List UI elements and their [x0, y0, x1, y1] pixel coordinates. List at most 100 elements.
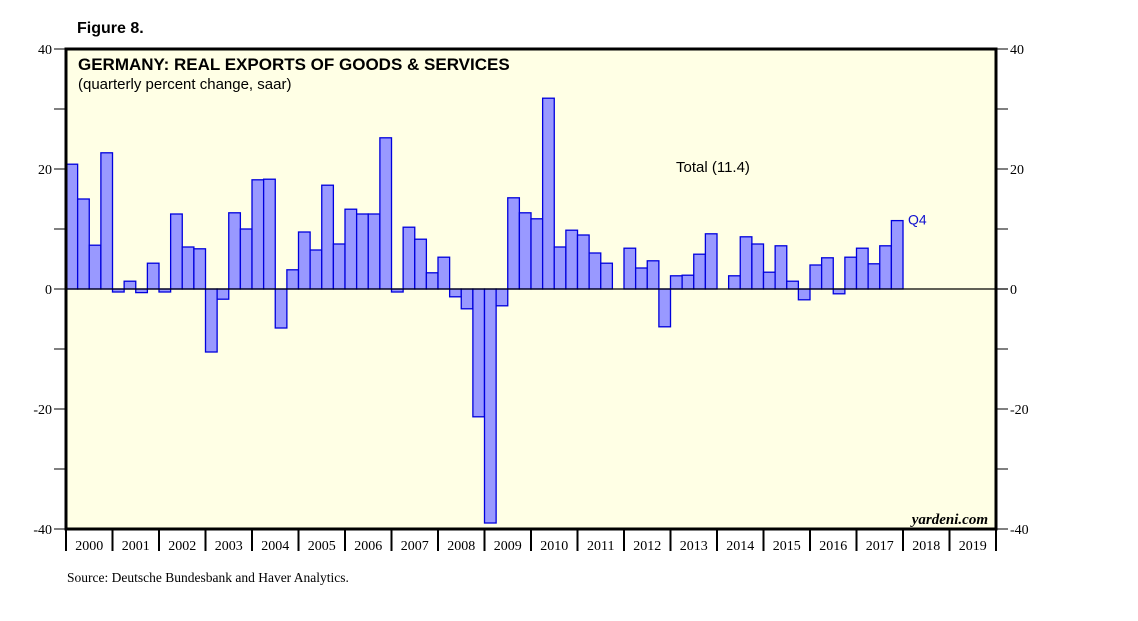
bar [844, 256, 858, 290]
bar [507, 197, 521, 290]
figure-label: Figure 8. [77, 20, 144, 37]
x-year-label: 2013 [680, 539, 708, 554]
bar [181, 246, 195, 290]
bar [820, 257, 834, 290]
bar [565, 229, 579, 290]
bar [204, 288, 218, 353]
bar [867, 263, 881, 290]
bar [414, 238, 428, 290]
bar [169, 213, 183, 290]
bar [739, 236, 753, 290]
chart-title: GERMANY: REAL EXPORTS OF GOODS & SERVICE… [78, 55, 510, 74]
y-tick-label-right: 40 [1010, 43, 1024, 58]
bar [797, 288, 811, 301]
x-year-label: 2004 [261, 539, 289, 554]
bar [774, 245, 788, 290]
x-year-label: 2008 [447, 539, 475, 554]
bar [553, 246, 567, 290]
bar [588, 252, 602, 290]
x-year-label: 2016 [819, 539, 847, 554]
bar [530, 218, 544, 290]
bar [669, 275, 683, 290]
bar [65, 163, 79, 290]
y-tick-label-left: 0 [45, 283, 52, 298]
bar [344, 208, 358, 290]
x-year-label: 2010 [540, 539, 568, 554]
bar [123, 280, 137, 290]
bar [727, 275, 741, 290]
bar [483, 288, 497, 524]
x-year-label: 2015 [773, 539, 801, 554]
bar [576, 234, 590, 290]
bar [460, 288, 474, 310]
bar [262, 178, 276, 290]
x-year-label: 2001 [122, 539, 150, 554]
bar [216, 288, 230, 300]
bar [251, 179, 265, 290]
y-tick-label-right: 20 [1010, 163, 1024, 178]
bar [855, 247, 869, 290]
y-tick-label-right: 0 [1010, 283, 1017, 298]
bar [228, 212, 242, 290]
x-year-label: 2012 [633, 539, 661, 554]
y-tick-label-left: 40 [38, 43, 52, 58]
x-year-label: 2014 [726, 539, 754, 554]
x-year-label: 2003 [215, 539, 243, 554]
x-year-label: 2005 [308, 539, 336, 554]
bar [495, 288, 509, 307]
y-tick-label-left: 20 [38, 163, 52, 178]
bar [600, 262, 614, 290]
bar [658, 288, 672, 328]
watermark-yardeni: yardeni.com [910, 512, 988, 528]
bar [367, 213, 381, 290]
bar [286, 269, 300, 290]
chart-subtitle: (quarterly percent change, saar) [78, 76, 291, 93]
x-year-label: 2007 [401, 539, 429, 554]
bar [88, 244, 102, 290]
bar [402, 226, 416, 290]
bar [646, 260, 660, 290]
last-quarter-label: Q4 [908, 212, 927, 228]
x-year-label: 2000 [75, 539, 103, 554]
bar [879, 245, 893, 290]
x-year-label: 2002 [168, 539, 196, 554]
bar [623, 247, 637, 290]
bar [634, 267, 648, 290]
bar [332, 243, 346, 290]
bar [297, 231, 311, 290]
bar [274, 288, 288, 329]
y-tick-label-right: -40 [1010, 523, 1029, 538]
bar [681, 274, 695, 290]
bar [832, 288, 846, 295]
x-year-label: 2011 [587, 539, 614, 554]
source-note: Source: Deutsche Bundesbank and Haver An… [67, 570, 349, 585]
bar [100, 152, 114, 290]
bar [518, 212, 532, 290]
y-tick-label-right: -20 [1010, 403, 1029, 418]
bar [762, 271, 776, 290]
bar [379, 137, 393, 290]
bar [890, 219, 904, 290]
x-year-label: 2018 [912, 539, 940, 554]
bar [541, 97, 555, 290]
bar [239, 228, 253, 290]
bar [809, 264, 823, 290]
bar [786, 280, 800, 290]
bar [193, 248, 207, 290]
y-tick-label-left: -40 [33, 523, 52, 538]
bar [309, 249, 323, 290]
x-year-label: 2009 [494, 539, 522, 554]
bar [437, 256, 451, 290]
x-year-label: 2017 [866, 539, 894, 554]
series-total-label: Total (11.4) [676, 159, 750, 176]
x-year-label: 2019 [959, 539, 987, 554]
bar [704, 233, 718, 290]
bar [425, 272, 439, 290]
bar [355, 213, 369, 290]
bar [76, 198, 90, 290]
y-tick-label-left: -20 [33, 403, 52, 418]
bar [751, 243, 765, 290]
bar [146, 262, 160, 290]
